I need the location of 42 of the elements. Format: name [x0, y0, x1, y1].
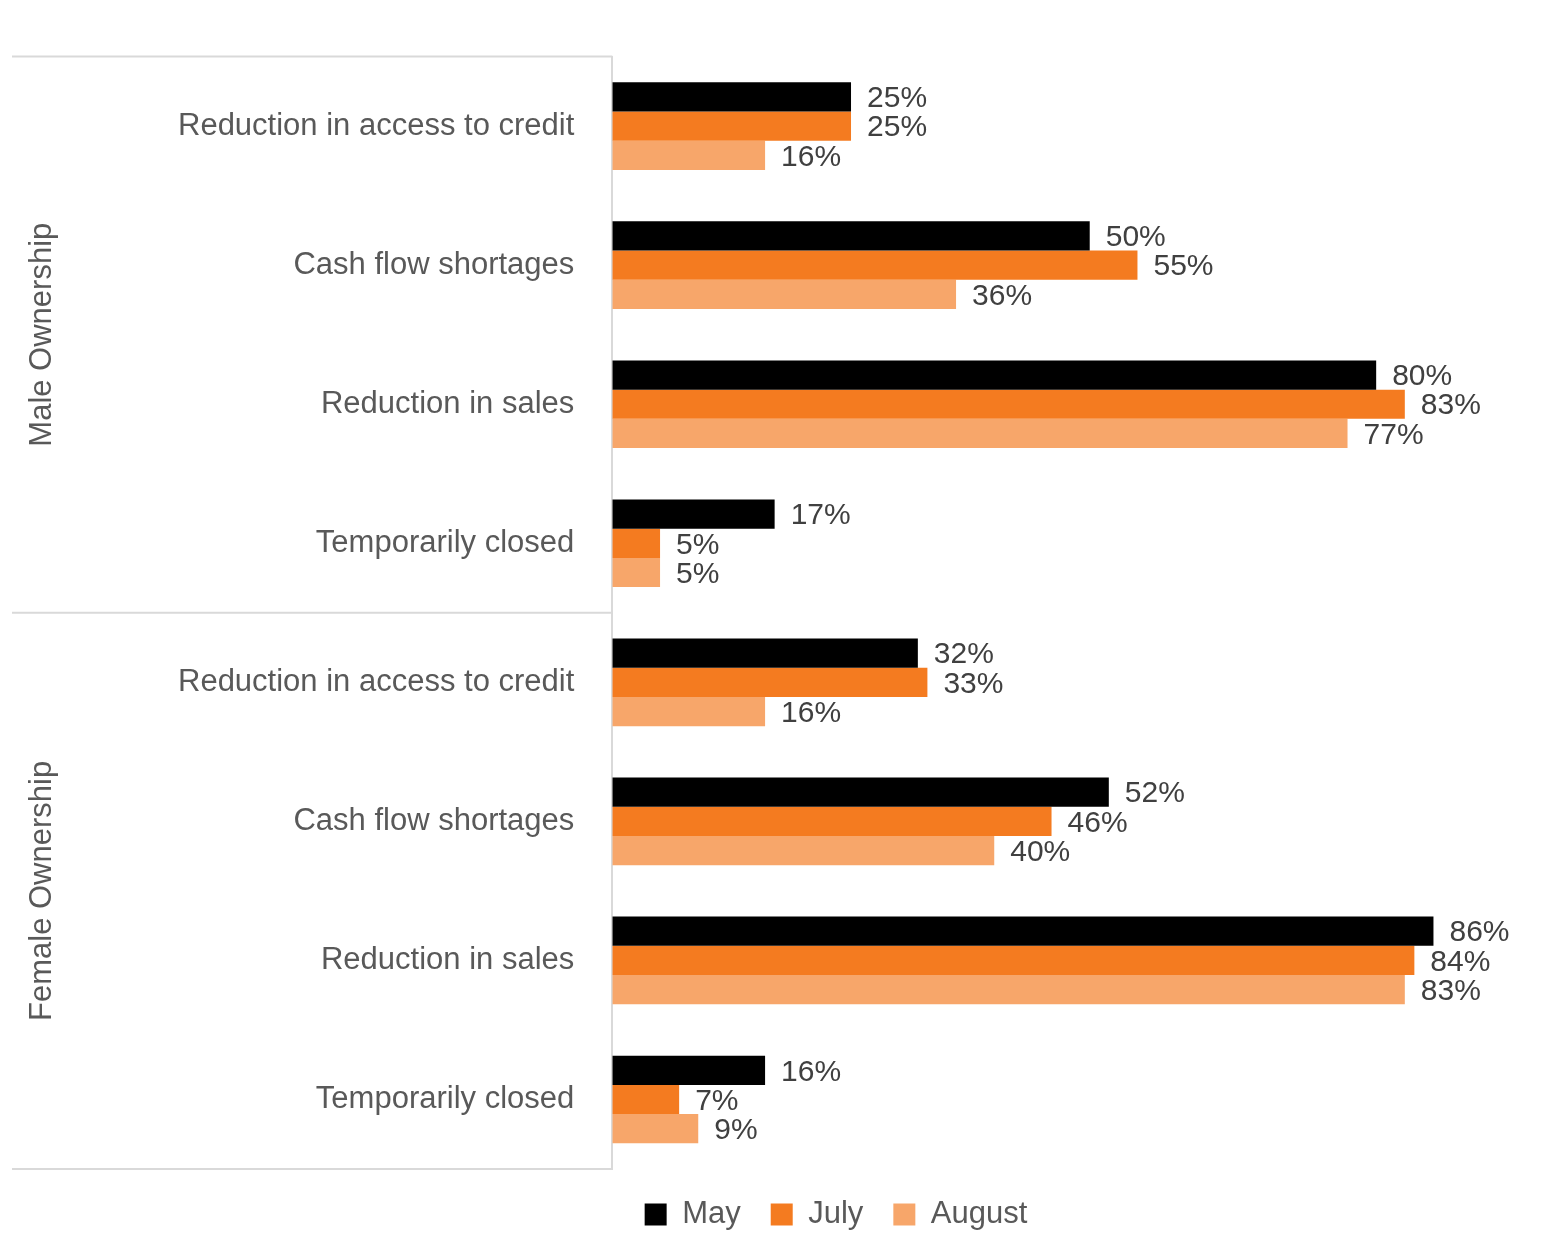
bar [612, 1055, 766, 1085]
data-label: 17% [790, 497, 851, 531]
bar [612, 835, 995, 866]
bar [612, 221, 1090, 251]
legend-label: July [808, 1195, 864, 1231]
bar [612, 279, 957, 309]
y-tick-label: Reduction in sales [320, 384, 575, 420]
bar [612, 696, 766, 727]
bar [612, 499, 775, 529]
bar [612, 111, 852, 141]
bar [612, 360, 1377, 390]
bar [612, 806, 1052, 836]
bar [612, 82, 852, 112]
bar [612, 916, 1434, 946]
text: Female Ownership [22, 760, 58, 1021]
legend-label: May [682, 1195, 742, 1231]
bar [612, 140, 766, 170]
data-label: 16% [781, 1053, 842, 1087]
data-label: 16% [781, 694, 842, 728]
y-tick-label: Reduction in access to credit [178, 106, 575, 142]
y-tick-label: Reduction in access to credit [178, 662, 575, 698]
bar [612, 945, 1415, 976]
bar [612, 557, 661, 588]
bar [612, 418, 1348, 449]
text: Male Ownership [22, 222, 58, 447]
bar [612, 1114, 699, 1144]
legend-label: August [930, 1195, 1028, 1231]
data-label: 36% [972, 277, 1033, 311]
y-tick-label: Cash flow shortages [293, 801, 575, 837]
bar [612, 667, 928, 697]
y-tick-label: Temporarily closed [315, 523, 575, 559]
y-tick-label: Reduction in sales [320, 940, 575, 976]
bar [612, 389, 1405, 419]
data-label: 16% [781, 138, 842, 172]
y-tick-label: Cash flow shortages [293, 245, 575, 281]
bar [612, 250, 1138, 280]
bar [612, 975, 1405, 1005]
bar [612, 777, 1109, 807]
bar [612, 638, 918, 668]
bar [612, 528, 661, 558]
bar [612, 1084, 680, 1115]
y-tick-label: Temporarily closed [315, 1080, 575, 1116]
